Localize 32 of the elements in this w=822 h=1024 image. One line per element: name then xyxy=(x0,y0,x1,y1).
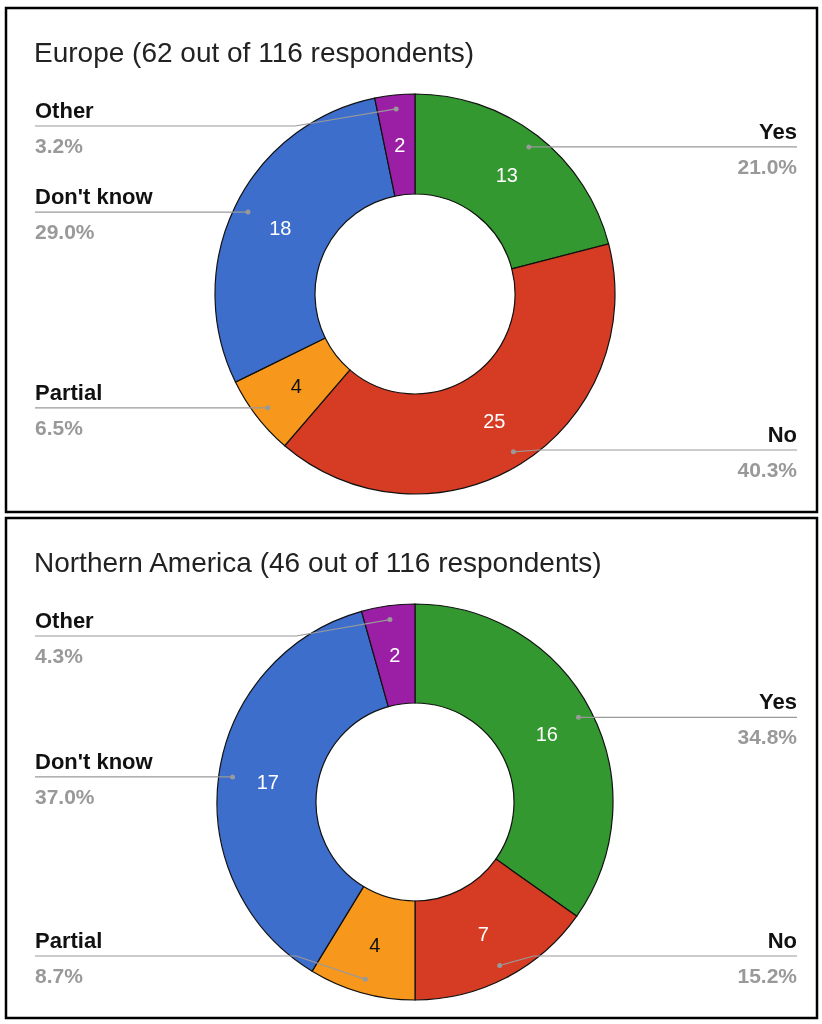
chart-title: Europe (62 out of 116 respondents) xyxy=(34,37,475,68)
data-label: 13 xyxy=(495,164,518,187)
data-label: 17 xyxy=(256,770,280,793)
slice-label: Don't know xyxy=(35,184,154,210)
chart-title: Northern America (46 out of 116 respondents) xyxy=(34,547,602,578)
text: 3.2% xyxy=(35,134,83,157)
text: 15.2% xyxy=(737,964,797,987)
slice-label: No xyxy=(767,928,797,953)
slice-label: Don't know xyxy=(35,748,154,774)
text: 37.0% xyxy=(35,784,95,808)
data-label: 2 xyxy=(389,643,401,666)
text: 34.8% xyxy=(737,725,797,749)
text: 6.5% xyxy=(35,415,83,439)
data-label: 7 xyxy=(477,922,489,945)
text: 21.0% xyxy=(737,154,797,178)
data-label: 18 xyxy=(269,216,292,239)
text: 8.7% xyxy=(35,964,83,987)
data-label: 4 xyxy=(369,933,381,956)
slice-label: Partial xyxy=(35,379,103,405)
slice-label: Yes xyxy=(759,689,797,715)
data-label: 4 xyxy=(290,374,302,397)
data-label: 25 xyxy=(483,410,506,433)
data-label: 16 xyxy=(535,722,558,745)
text: 40.3% xyxy=(737,458,797,481)
slice-label: Other xyxy=(35,98,95,123)
slice-label: Yes xyxy=(759,118,797,144)
slice-label: No xyxy=(767,422,797,447)
slice-label: Partial xyxy=(35,928,103,953)
text: 4.3% xyxy=(35,644,83,667)
slice-label: Other xyxy=(35,608,95,633)
text: 29.0% xyxy=(35,220,95,244)
data-label: 2 xyxy=(394,133,406,156)
